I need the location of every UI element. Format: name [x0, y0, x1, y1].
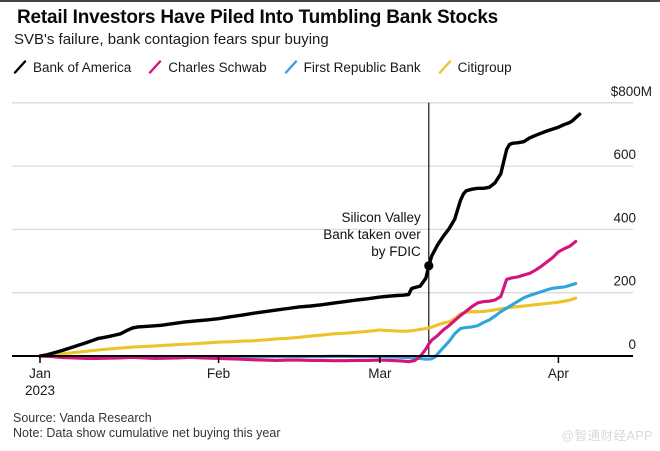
- series-line-charles-schwab: [38, 239, 578, 364]
- legend-item-label: Citigroup: [457, 59, 512, 75]
- y-axis-label-400: 400: [613, 210, 636, 225]
- legend-item-label: Charles Schwab: [168, 59, 267, 75]
- chart-title: Retail Investors Have Piled Into Tumblin…: [17, 7, 499, 28]
- y-axis-label-0: 0: [628, 337, 636, 352]
- x-axis-label-apr: Apr: [548, 366, 570, 381]
- legend-item-bank-of-america: Bank of America: [13, 60, 131, 75]
- annotation-text-line-1: Silicon Valley: [342, 210, 422, 225]
- y-axis-label-200: 200: [613, 274, 636, 289]
- legend-item-label: Bank of America: [33, 59, 132, 75]
- legend: Bank of America Charles Schwab First Repub…: [13, 58, 512, 76]
- source-text: Source: Vanda Research: [13, 411, 152, 425]
- x-axis-sublabel-2023: 2023: [25, 383, 55, 398]
- legend-item-first-republic-bank: First Republic Bank: [284, 60, 421, 75]
- x-axis-label-jan: Jan: [29, 366, 51, 381]
- legend-item-citigroup: Citigroup: [438, 60, 512, 75]
- legend-line-mark-icon: [13, 60, 27, 74]
- chart-subtitle: SVB's failure, bank contagion fears spur…: [14, 31, 329, 48]
- y-axis-label-800: $800M: [611, 84, 652, 99]
- legend-item-label: First Republic Bank: [303, 59, 421, 75]
- series-line-citigroup: [38, 296, 578, 358]
- note-text: Note: Data show cumulative net buying th…: [13, 426, 281, 440]
- x-axis-label-mar: Mar: [368, 366, 392, 381]
- legend-line-mark-icon: [149, 60, 162, 74]
- legend-item-charles-schwab: Charles Schwab: [148, 59, 267, 75]
- annotation-text-line-2: Bank taken over: [323, 227, 421, 242]
- series-line-bank-of-america: [38, 112, 582, 358]
- legend-line-mark-icon: [438, 60, 451, 74]
- y-axis-label-600: 600: [613, 147, 636, 162]
- top-border: [0, 0, 660, 2]
- x-axis-label-feb: Feb: [207, 366, 230, 381]
- legend-line-mark-icon: [284, 60, 297, 74]
- svb-annotation-marker: [424, 261, 434, 271]
- annotation-text-line-3: by FDIC: [371, 244, 421, 259]
- watermark-text: @智通财经APP: [561, 429, 653, 443]
